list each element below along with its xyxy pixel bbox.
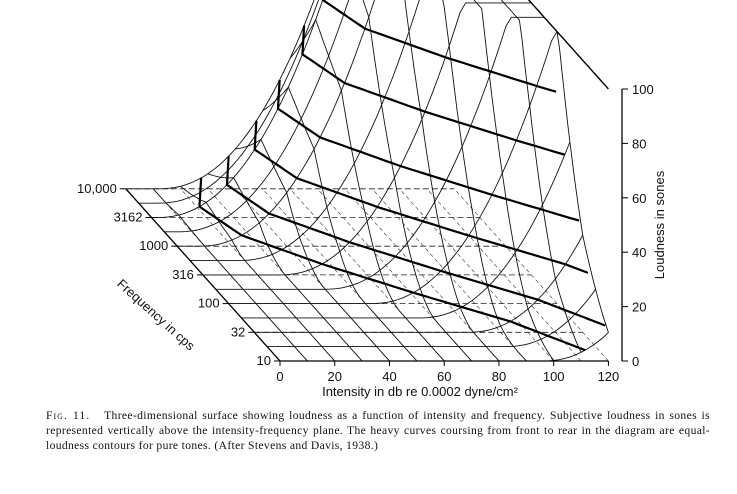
surface-intensity-curve <box>180 185 336 362</box>
y-tick-label: 3162 <box>114 210 143 225</box>
x-tick-label: 0 <box>276 369 283 384</box>
surface-intensity-curve <box>500 0 582 353</box>
surface-intensity-curve <box>473 0 555 361</box>
equal-loudness-contour <box>276 79 580 222</box>
surface-frequency-curve <box>202 2 532 276</box>
y-tick-label: 1000 <box>139 238 168 253</box>
z-tick-label: 40 <box>632 245 646 260</box>
y-tick-label: 10 <box>257 353 271 368</box>
base-intensity-line <box>426 188 582 362</box>
surface-intensity-curve <box>289 18 445 362</box>
y-axis-label: Frequency in cps <box>114 276 198 354</box>
equal-loudness-contour <box>198 177 586 352</box>
surface-frequency-curve <box>215 16 545 290</box>
surface-intensity-curve <box>262 86 418 362</box>
z-tick-label: 100 <box>632 82 654 97</box>
x-tick-label: 20 <box>328 369 342 384</box>
x-tick-label: 40 <box>382 369 396 384</box>
axes <box>125 89 623 362</box>
surface-intensity-curve <box>442 0 527 362</box>
equal-loudness-contour <box>321 0 557 93</box>
x-tick-label: 100 <box>543 369 565 384</box>
caption-text: Three-dimensional surface showing loudne… <box>46 409 710 452</box>
base-intensity-line <box>371 188 527 362</box>
z-tick-label: 20 <box>632 300 646 315</box>
tick-labels: 0 20 40 60 80 100 120 10 32 100 316 1000 3162 10,000 0… <box>77 82 654 384</box>
figure-caption: Fig. 11. Three-dimensional surface showin… <box>46 408 710 453</box>
z-tick-label: 80 <box>632 136 646 151</box>
equal-loudness-contour <box>225 156 606 327</box>
surface-intensity-curve <box>404 0 500 362</box>
equal-loudness-contour <box>301 25 566 156</box>
equal-loudness-contour <box>253 120 589 274</box>
y-tick-label: 32 <box>231 324 245 339</box>
surface-intensity-curve <box>235 138 390 362</box>
y-tick-label: 316 <box>172 267 194 282</box>
equal-loudness-contours <box>198 0 606 352</box>
z-tick-label: 60 <box>632 191 646 206</box>
y-tick-label: 10,000 <box>77 181 117 196</box>
x-tick-label: 60 <box>437 369 451 384</box>
y-tick-label: 100 <box>198 296 220 311</box>
loudness-surface-chart: 0 20 40 60 80 100 120 10 32 100 316 1000 3162 10,000 0… <box>77 0 667 399</box>
x-tick-label: 120 <box>598 369 620 384</box>
figure-number: Fig. 11. <box>46 409 91 422</box>
surface-intensity-curve <box>362 0 472 362</box>
surface-top-rim <box>527 0 609 90</box>
x-tick-label: 80 <box>492 369 506 384</box>
z-tick-label: 0 <box>632 354 639 369</box>
x-axis-label: Intensity in db re 0.0002 dyne/cm² <box>322 384 519 399</box>
z-axis-label: Loudness in sones <box>652 170 667 279</box>
surface-intensity-curve <box>152 188 308 362</box>
surface-intensity-curve <box>207 173 363 362</box>
surface-frequency-curve <box>125 0 315 190</box>
